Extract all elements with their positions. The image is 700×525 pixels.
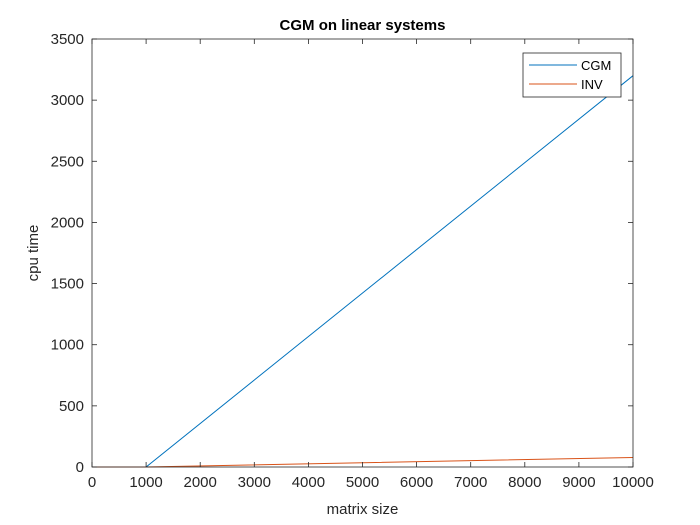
y-tick-label: 3000 (51, 92, 84, 109)
y-tick-label: 1000 (51, 337, 84, 354)
x-tick-label: 5000 (346, 474, 379, 491)
x-tick-label: 3000 (238, 474, 271, 491)
x-tick-label: 0 (88, 474, 96, 491)
legend: CGM INV (522, 52, 622, 98)
y-tick-label: 1500 (51, 276, 84, 293)
y-axis-label: cpu time (25, 225, 42, 282)
x-tick-label: 1000 (129, 474, 162, 491)
legend-box (522, 52, 622, 98)
y-tick-label: 2500 (51, 153, 84, 170)
y-axis: 0 500 1000 1500 2000 2500 3000 3500 (51, 31, 633, 476)
legend-label-inv: INV (581, 77, 603, 92)
x-tick-label: 9000 (562, 474, 595, 491)
x-tick-label: 6000 (400, 474, 433, 491)
y-tick-label: 3500 (51, 31, 84, 48)
x-tick-label: 7000 (454, 474, 487, 491)
x-tick-label: 4000 (292, 474, 325, 491)
y-tick-label: 500 (59, 398, 84, 415)
x-axis: 0 1000 2000 3000 4000 5000 6000 7000 8000 9000 100… (88, 39, 654, 491)
x-tick-label: 8000 (508, 474, 541, 491)
y-tick-label: 0 (76, 459, 84, 476)
chart-title: CGM on linear systems (280, 17, 446, 34)
legend-label-cgm: CGM (581, 58, 611, 73)
y-tick-label: 2000 (51, 214, 84, 231)
x-axis-label: matrix size (327, 501, 399, 518)
x-tick-label: 2000 (184, 474, 217, 491)
plot-area (92, 39, 633, 467)
x-tick-label: 10000 (612, 474, 654, 491)
